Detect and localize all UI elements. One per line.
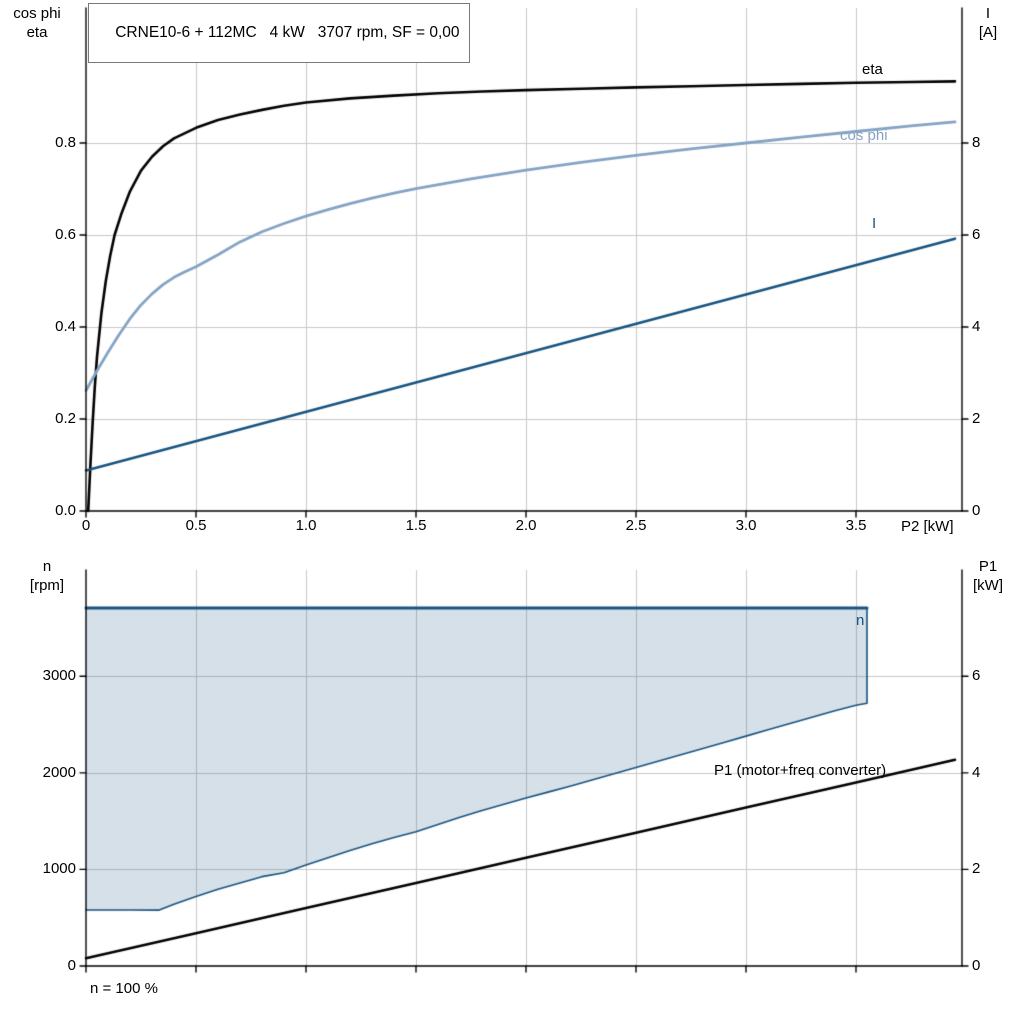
tick-label: 1.5 — [405, 517, 427, 534]
tick-label: 2 — [972, 860, 981, 878]
ampere-unit-label: [A] — [978, 24, 998, 41]
tick-label: 0.0 — [55, 502, 76, 519]
tick-label: 0 — [67, 957, 76, 974]
current-curve-label: I — [872, 215, 877, 232]
tick-label: 2.0 — [515, 517, 537, 534]
tick-label: 0.2 — [55, 410, 76, 427]
p1-axis-label: P1 — [978, 558, 998, 575]
cos-phi-axis-label: cos phi — [13, 5, 61, 22]
cos-phi-curve-label: cos phi — [840, 127, 888, 144]
tick-label: 0.5 — [185, 517, 207, 534]
tick-label: 6 — [972, 667, 981, 685]
tick-label: 0.4 — [55, 318, 76, 335]
tick-label: 2 — [972, 410, 981, 427]
kw-unit-label: [kW] — [973, 577, 1003, 594]
speed-axis-label: n — [42, 558, 52, 575]
tick-label: 3000 — [42, 667, 76, 685]
rpm-unit-label: [rpm] — [29, 577, 65, 594]
tick-label: 6 — [972, 226, 981, 243]
n-curve-label: n — [856, 612, 865, 629]
top-left-axis-title: cos phi eta — [4, 4, 70, 42]
tick-label: 1.0 — [295, 517, 317, 534]
tick-label: 0 — [81, 517, 91, 534]
top-right-axis-title: I [A] — [962, 4, 1014, 42]
bottom-left-axis-title: n [rpm] — [16, 557, 78, 595]
tick-label: 0 — [972, 957, 981, 974]
eta-curve-label: eta — [862, 61, 883, 78]
tick-label: 0.8 — [55, 134, 76, 151]
x-axis-label: P2 [kW] — [901, 518, 954, 535]
p1-curve-label: P1 (motor+freq converter) — [714, 762, 887, 779]
tick-label: 4 — [972, 763, 981, 781]
tick-label: 3.0 — [735, 517, 757, 534]
tick-label: 0.6 — [55, 226, 76, 243]
eta-axis-label: eta — [26, 24, 48, 41]
tick-label: 8 — [972, 134, 981, 151]
tick-label: 4 — [972, 318, 981, 335]
tick-label: 3.5 — [845, 517, 867, 534]
current-axis-label: I — [985, 5, 991, 22]
chart-title: CRNE10-6 + 112MC 4 kW 3707 rpm, SF = 0,0… — [115, 24, 460, 41]
tick-label: 0 — [972, 502, 981, 519]
tick-label: 1000 — [42, 860, 76, 878]
chart-title-box: CRNE10-6 + 112MC 4 kW 3707 rpm, SF = 0,0… — [88, 3, 470, 63]
bottom-right-axis-title: P1 [kW] — [958, 557, 1018, 595]
tick-label: 2000 — [42, 763, 76, 781]
tick-label: 2.5 — [625, 517, 647, 534]
n-100-percent-footnote: n = 100 % — [90, 980, 158, 997]
